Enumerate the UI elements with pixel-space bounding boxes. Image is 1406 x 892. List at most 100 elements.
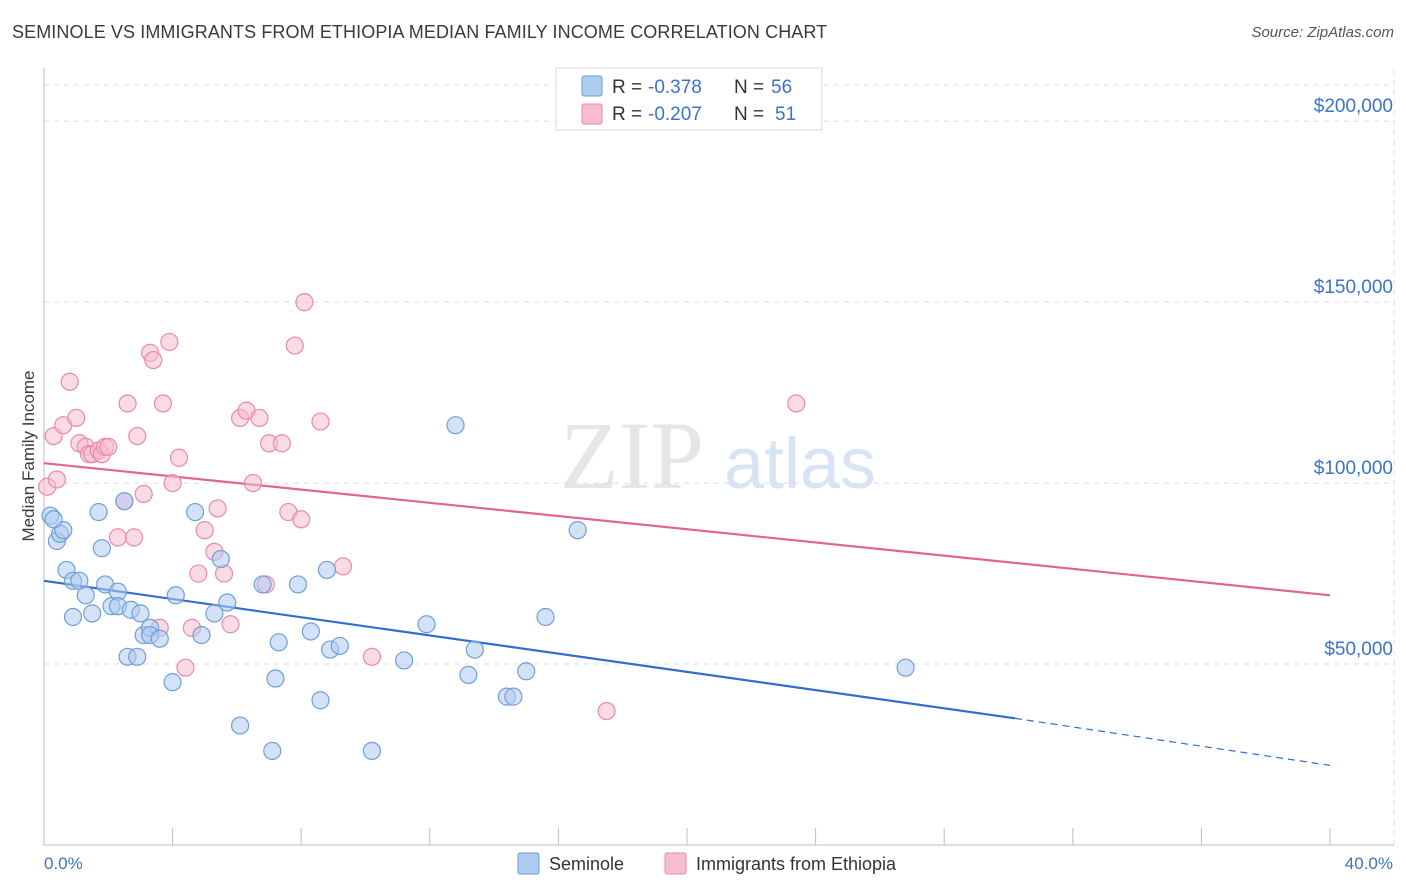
point-seminole — [205, 604, 224, 623]
point-seminole — [163, 673, 182, 692]
point-seminole — [896, 658, 915, 677]
point-seminole — [301, 622, 320, 641]
point-ethiopia — [118, 394, 137, 413]
point-ethiopia — [189, 564, 208, 583]
stats-n-value-ethiopia: 51 — [775, 104, 796, 125]
point-seminole — [192, 625, 211, 645]
point-seminole — [266, 669, 285, 688]
point-ethiopia — [272, 434, 292, 453]
legend-label-ethiopia: Immigrants from Ethiopia — [696, 854, 897, 874]
point-seminole — [517, 662, 536, 681]
watermark-atlas: atlas — [724, 424, 876, 504]
point-ethiopia — [597, 701, 616, 721]
point-ethiopia — [108, 528, 128, 547]
point-seminole — [394, 651, 414, 670]
point-seminole — [211, 549, 230, 569]
point-seminole — [253, 575, 272, 594]
point-seminole — [231, 716, 250, 735]
point-ethiopia — [47, 470, 66, 489]
point-seminole — [186, 502, 205, 522]
stats-r-value-seminole: -0.378 — [648, 77, 702, 98]
watermark: ZIP atlas — [560, 402, 876, 509]
point-ethiopia — [153, 394, 173, 413]
stats-r-label-seminole: R = — [612, 77, 642, 98]
trend-line-seminole — [43, 579, 1016, 720]
trend-line-seminole-extension — [1014, 717, 1331, 766]
point-seminole — [76, 586, 95, 605]
point-ethiopia — [124, 528, 144, 547]
point-ethiopia — [250, 408, 269, 428]
point-seminole — [459, 665, 478, 685]
point-ethiopia — [99, 437, 118, 457]
chart-title: SEMINOLE VS IMMIGRANTS FROM ETHIOPIA MED… — [12, 22, 828, 42]
point-ethiopia — [292, 510, 311, 529]
point-ethiopia — [195, 521, 214, 540]
stats-r-label-ethiopia: R = — [612, 104, 642, 125]
point-seminole — [317, 560, 337, 580]
point-seminole — [263, 741, 282, 761]
point-ethiopia — [333, 557, 353, 576]
point-seminole — [465, 640, 484, 659]
point-ethiopia — [285, 336, 304, 355]
point-seminole — [288, 575, 308, 594]
point-seminole — [504, 687, 523, 706]
y-tick-label: $150,000 — [1314, 277, 1393, 298]
legend-swatch-seminole — [517, 852, 540, 875]
point-seminole — [417, 615, 436, 634]
y-axis-label: Median Family Income — [19, 370, 38, 541]
source-label: Source: ZipAtlas.com — [1251, 24, 1394, 41]
point-ethiopia — [787, 394, 806, 413]
point-seminole — [362, 741, 382, 761]
point-seminole — [218, 593, 237, 612]
point-seminole — [115, 492, 134, 511]
x-tick-min: 0.0% — [44, 854, 83, 873]
point-seminole — [330, 636, 349, 656]
axes — [43, 68, 1394, 846]
point-seminole — [83, 604, 102, 623]
series-legend: Seminole Immigrants from Ethiopia — [517, 852, 897, 875]
stats-legend: R = -0.378 N = 56 R = -0.207 N = 51 — [555, 67, 823, 131]
point-ethiopia — [60, 372, 79, 391]
point-seminole — [568, 521, 587, 540]
point-ethiopia — [362, 647, 382, 666]
point-seminole — [89, 502, 108, 522]
stats-n-label-ethiopia: N = — [734, 104, 764, 125]
point-ethiopia — [295, 293, 314, 312]
point-ethiopia — [208, 499, 227, 518]
point-seminole — [536, 607, 555, 627]
legend-swatch-ethiopia — [664, 852, 687, 875]
point-ethiopia — [134, 484, 153, 504]
y-tick-label: $200,000 — [1314, 96, 1393, 117]
x-tick-max: 40.0% — [1345, 854, 1393, 873]
watermark-zip: ZIP — [560, 402, 704, 509]
point-seminole — [446, 416, 465, 435]
point-seminole — [63, 607, 83, 627]
y-tick-label: $100,000 — [1314, 458, 1393, 479]
stats-r-value-ethiopia: -0.207 — [648, 104, 702, 125]
point-ethiopia — [160, 332, 179, 352]
point-ethiopia — [311, 412, 330, 431]
data-points — [38, 293, 915, 761]
stats-n-value-seminole: 56 — [771, 77, 792, 98]
stats-swatch-seminole — [581, 75, 603, 97]
legend-label-seminole: Seminole — [549, 854, 624, 874]
point-seminole — [92, 539, 111, 558]
stats-swatch-ethiopia — [581, 103, 603, 125]
point-ethiopia — [144, 350, 163, 370]
point-seminole — [269, 633, 288, 652]
point-ethiopia — [243, 473, 263, 493]
point-ethiopia — [176, 658, 195, 677]
point-ethiopia — [67, 408, 86, 428]
point-seminole — [44, 510, 63, 529]
point-ethiopia — [169, 448, 189, 467]
point-ethiopia — [128, 426, 147, 446]
stats-n-label-seminole: N = — [734, 77, 764, 98]
point-ethiopia — [163, 473, 182, 493]
y-tick-labels: $50,000 $100,000 $150,000 $200,000 — [1314, 96, 1393, 660]
point-seminole — [166, 586, 185, 605]
y-tick-label: $50,000 — [1324, 639, 1393, 660]
point-seminole — [131, 604, 150, 623]
point-seminole — [128, 647, 147, 666]
point-seminole — [311, 691, 330, 710]
